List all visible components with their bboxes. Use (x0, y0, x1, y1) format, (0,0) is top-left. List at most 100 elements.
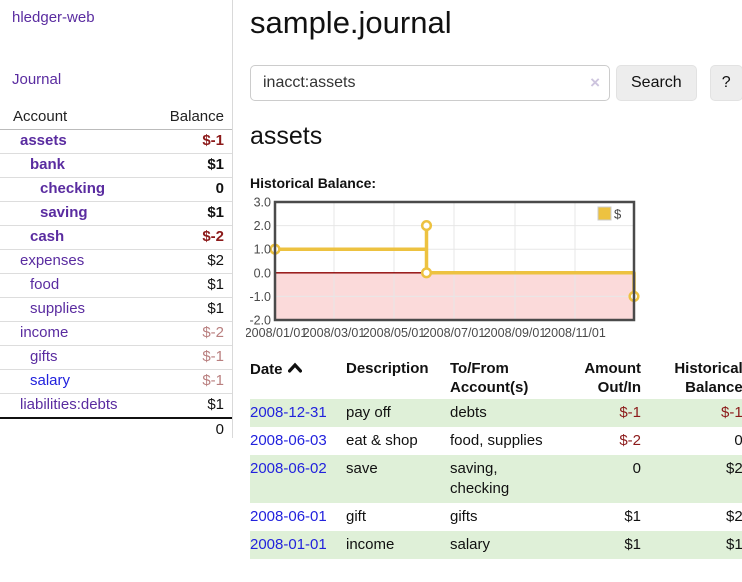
accounts-header-row: Account Balance (0, 105, 232, 130)
transaction-accounts: food, supplies (450, 432, 543, 449)
legend-swatch (597, 206, 612, 221)
column-header-amount: Amount Out/In (584, 360, 641, 396)
transaction-accounts: salary (450, 536, 491, 553)
x-axis-labels: 2008/01/01 2008/03/01 2008/05/01 2008/07… (246, 326, 606, 340)
transaction-row: 2008-06-02 save saving, checking 0 $2 (250, 455, 742, 503)
historical-balance-chart[interactable]: $ 3.0 2.0 1.0 0.0 -1.0 -2.0 2008/01/01 2… (246, 197, 742, 343)
transaction-balance: $1 (726, 536, 742, 553)
account-row: cash $-2 (0, 225, 232, 250)
transaction-row: 2008-01-01 income salary $1 $1 (250, 531, 742, 559)
transaction-row: 2008-06-01 gift gifts $1 $2 (250, 503, 742, 531)
account-row: supplies $1 (0, 297, 232, 322)
legend-label: $ (614, 207, 622, 222)
account-balance: $-2 (141, 225, 232, 250)
transaction-amount: $-2 (619, 432, 641, 449)
account-row: gifts $-1 (0, 345, 232, 370)
transaction-row: 2008-12-31 pay off debts $-1 $-1 (250, 399, 742, 427)
transaction-description: save (346, 460, 378, 477)
accounts-total-row: 0 (0, 417, 232, 442)
svg-text:1.0: 1.0 (254, 243, 271, 257)
account-link-bank[interactable]: bank (30, 156, 66, 173)
transaction-description: gift (346, 508, 367, 525)
transaction-amount: 0 (632, 460, 641, 477)
account-balance: $1 (141, 393, 232, 418)
account-link-checking[interactable]: checking (40, 180, 106, 197)
account-title: assets (250, 122, 323, 150)
account-balance: $1 (141, 201, 232, 226)
accounts-header-account: Account (0, 105, 142, 130)
svg-text:2008/07/01: 2008/07/01 (423, 326, 486, 340)
search-input[interactable] (250, 65, 610, 101)
svg-text:2008/03/01: 2008/03/01 (303, 326, 366, 340)
search-button[interactable]: Search (616, 65, 697, 101)
transaction-date-link[interactable]: 2008-01-01 (250, 536, 327, 553)
y-axis-labels: 3.0 2.0 1.0 0.0 -1.0 -2.0 (249, 197, 271, 328)
transaction-amount: $1 (624, 536, 641, 553)
sidebar: hledger-web Journal Account Balance asse… (0, 0, 233, 442)
transaction-amount: $-1 (619, 404, 641, 421)
account-balance: $-2 (141, 321, 232, 346)
column-header-description: Description (346, 360, 429, 377)
account-row: saving $1 (0, 201, 232, 226)
sidebar-item-journal[interactable]: Journal (12, 71, 62, 88)
main-content: sample.journal × Search ? assets Histori… (233, 0, 742, 559)
clear-search-icon[interactable]: × (590, 73, 600, 92)
help-button[interactable]: ? (709, 65, 742, 101)
account-link-salary[interactable]: salary (30, 372, 71, 389)
transaction-description: income (346, 536, 395, 553)
account-balance: $-1 (141, 369, 232, 394)
account-link-food[interactable]: food (30, 276, 60, 293)
chart-legend: $ (597, 206, 622, 222)
svg-text:2008/09/01: 2008/09/01 (484, 326, 547, 340)
chart-heading: Historical Balance: (250, 175, 377, 191)
account-link-liabilities-debts[interactable]: liabilities:debts (20, 396, 118, 413)
chart-border (273, 200, 636, 322)
register-table: Date Description To/From Account(s) Amou… (250, 357, 742, 559)
svg-text:3.0: 3.0 (254, 197, 271, 210)
account-link-income[interactable]: income (20, 324, 69, 341)
transaction-date-link[interactable]: 2008-06-02 (250, 460, 327, 477)
transaction-date-link[interactable]: 2008-12-31 (250, 404, 327, 421)
transaction-balance: $2 (726, 460, 742, 477)
sort-ascending-icon (287, 359, 302, 378)
transaction-description: pay off (346, 404, 391, 421)
accounts-header-balance: Balance (141, 105, 232, 130)
transaction-balance: $-1 (721, 404, 742, 421)
account-row: liabilities:debts $1 (0, 393, 232, 418)
brand-link[interactable]: hledger-web (12, 9, 95, 26)
page-title: sample.journal (250, 5, 452, 40)
register-header-row: Date Description To/From Account(s) Amou… (250, 357, 742, 399)
svg-text:2008/05/01: 2008/05/01 (363, 326, 426, 340)
accounts-total-balance: 0 (141, 417, 232, 442)
transaction-description: eat & shop (346, 432, 418, 449)
column-header-accounts: To/From Account(s) (450, 360, 529, 396)
svg-text:2008/01/01: 2008/01/01 (246, 326, 307, 340)
account-link-assets[interactable]: assets (20, 132, 67, 149)
column-header-date[interactable]: Date (250, 357, 346, 399)
transaction-date-link[interactable]: 2008-06-01 (250, 508, 327, 525)
account-balance: $2 (141, 249, 232, 274)
svg-text:-2.0: -2.0 (249, 314, 271, 328)
account-balance: 0 (141, 177, 232, 202)
transaction-accounts: debts (450, 404, 487, 421)
account-balance: $1 (141, 297, 232, 322)
account-row: salary $-1 (0, 369, 232, 394)
account-balance: $1 (141, 273, 232, 298)
account-link-cash[interactable]: cash (30, 228, 65, 245)
date-header-label: Date (250, 361, 283, 378)
transaction-row: 2008-06-03 eat & shop food, supplies $-2… (250, 427, 742, 455)
account-balance: $-1 (141, 345, 232, 370)
account-link-expenses[interactable]: expenses (20, 252, 85, 269)
svg-text:0.0: 0.0 (254, 266, 271, 280)
account-link-supplies[interactable]: supplies (30, 300, 86, 317)
svg-text:-1.0: -1.0 (249, 290, 271, 304)
account-row: checking 0 (0, 177, 232, 202)
account-row: bank $1 (0, 153, 232, 178)
account-link-gifts[interactable]: gifts (30, 348, 58, 365)
search-form: × Search ? (250, 65, 742, 101)
account-balance: $-1 (202, 132, 224, 149)
account-link-saving[interactable]: saving (40, 204, 88, 221)
transaction-date-link[interactable]: 2008-06-03 (250, 432, 327, 449)
transaction-accounts: gifts (450, 508, 478, 525)
transaction-accounts: saving, checking (450, 460, 510, 497)
